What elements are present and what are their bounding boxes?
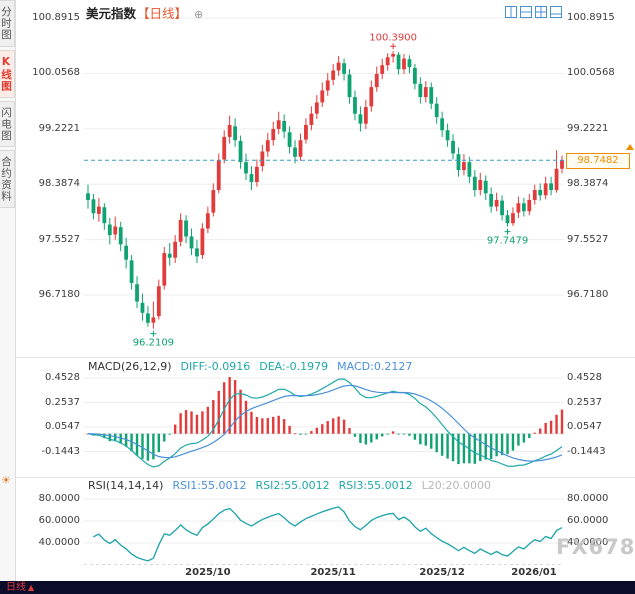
layout-toolbar — [505, 3, 562, 18]
axis-label: 98.3874 — [38, 178, 80, 190]
rsi-name: RSI(14,14,14) — [88, 479, 164, 492]
axis-label: 0.0547 — [45, 421, 80, 432]
axis-label: 100.8915 — [567, 12, 615, 23]
candlestick-series — [86, 51, 564, 329]
axis-label: -0.1443 — [41, 445, 80, 457]
axis-label: 60.0000 — [38, 515, 80, 526]
price-annotations: 100.3900 96.2109 97.7479 — [133, 32, 528, 348]
axis-label: 80.0000 — [38, 493, 80, 504]
period-tag: 【日线】 — [137, 6, 188, 21]
axis-label: 99.2221 — [38, 122, 80, 134]
rsi-l20-value: L20:20.0000 — [421, 479, 491, 492]
chart-type-sidebar: 分时图 K线图 闪电图 合约资料 ☀ — [0, 0, 16, 581]
axis-label: 80.0000 — [567, 493, 609, 504]
macd-macd-value: MACD:0.2127 — [337, 360, 413, 373]
price-annotation: 97.7479 — [487, 236, 528, 247]
settings-icon[interactable]: ☀ — [1, 474, 11, 487]
axis-label: -0.1443 — [567, 445, 606, 457]
axis-label: 100.0568 — [32, 67, 80, 79]
axis-label: 100.8915 — [32, 12, 80, 23]
axis-label: 96.7180 — [567, 288, 609, 300]
rsi-header: RSI(14,14,14) RSI1:55.0012 RSI2:55.0012 RSI… — [88, 479, 500, 492]
rsi-panel — [93, 506, 563, 562]
axis-label: 60.0000 — [567, 515, 609, 526]
bottom-status-bar: 日线 ▲ — [0, 581, 635, 594]
macd-dea-value: DEA:-0.1979 — [259, 360, 329, 373]
axis-label: 0.0547 — [567, 421, 602, 432]
layout-4grid-icon[interactable] — [535, 3, 547, 18]
watermark: FX678 — [556, 535, 635, 559]
price-annotation: 100.3900 — [369, 32, 417, 43]
period-label: 日线 — [6, 582, 26, 593]
current-price-tag: 98.7482 — [566, 153, 630, 170]
symbol-title: 美元指数 — [86, 6, 137, 21]
axis-label: 97.5527 — [567, 233, 609, 245]
up-arrow-icon: ▲ — [28, 583, 35, 592]
axis-label: 99.2221 — [567, 122, 609, 134]
axis-label: 40.0000 — [38, 537, 80, 548]
circle-plus-icon[interactable]: ⊕ — [194, 8, 204, 21]
axis-label: 0.4528 — [567, 372, 602, 383]
sidebar-tab-contract-info[interactable]: 合约资料 — [0, 150, 15, 208]
price-annotation: 96.2109 — [133, 338, 174, 349]
macd-name: MACD(26,12,9) — [88, 360, 172, 373]
rsi1-value: RSI1:55.0012 — [172, 479, 247, 492]
macd-panel — [86, 377, 564, 468]
x-axis-month-label: 2026/01 — [511, 567, 557, 578]
axis-label: 96.7180 — [38, 288, 80, 300]
panel-separator — [16, 357, 635, 358]
macd-header: MACD(26,12,9) DIFF:-0.0916 DEA:-0.1979 MACD… — [88, 360, 421, 373]
axis-label: 97.5527 — [38, 233, 80, 245]
x-axis-month-label: 2025/12 — [419, 567, 465, 578]
price-marker-arrow — [626, 144, 634, 151]
layout-main-sub-icon[interactable] — [550, 3, 562, 18]
chart-header: 美元指数【日线】 ⊕ — [86, 3, 204, 21]
period-selector[interactable]: 日线 ▲ — [6, 581, 34, 594]
sidebar-tab-lightning-chart[interactable]: 闪电图 — [0, 100, 15, 147]
rsi3-value: RSI3:55.0012 — [338, 479, 413, 492]
layout-2col-icon[interactable] — [505, 3, 517, 18]
axis-label: 0.2537 — [45, 396, 80, 408]
x-axis-month-label: 2025/11 — [310, 567, 356, 578]
sidebar-tab-kline-chart[interactable]: K线图 — [0, 49, 15, 98]
panel-separator — [16, 477, 635, 478]
axis-label: 40.0000 — [567, 537, 609, 548]
x-axis-month-label: 2025/10 — [185, 567, 231, 578]
axis-label: 0.4528 — [45, 372, 80, 383]
rsi2-value: RSI2:55.0012 — [255, 479, 330, 492]
macd-diff-value: DIFF:-0.0916 — [180, 360, 251, 373]
axis-label: 0.2537 — [567, 396, 602, 408]
axis-label: 98.3874 — [567, 178, 609, 190]
axis-label: 100.0568 — [567, 67, 615, 79]
layout-2row-icon[interactable] — [520, 3, 532, 18]
sidebar-tab-time-chart[interactable]: 分时图 — [0, 0, 15, 47]
